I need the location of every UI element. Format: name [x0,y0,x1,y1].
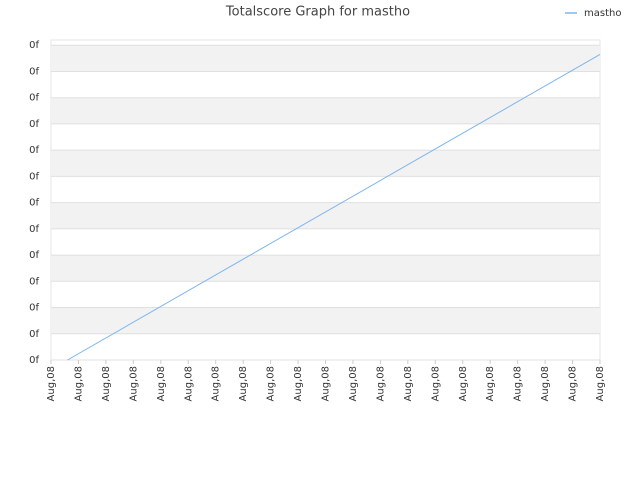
grid-band [51,255,600,282]
y-tick-label: 0f [29,145,39,156]
y-tick-label: 0f [29,250,39,261]
y-tick-label: 0f [29,329,39,340]
x-tick-label: Aug,08 [156,366,167,401]
x-tick-label: Aug,08 [375,366,386,401]
y-tick-label: 0f [29,303,39,314]
x-tick-label: Aug,08 [46,366,57,401]
x-tick-label: Aug,08 [266,366,277,401]
y-tick-label: 0f [29,224,39,235]
y-tick-label: 0f [29,119,39,130]
x-tick-label: Aug,08 [595,366,606,401]
grid-band [51,150,600,177]
x-tick-label: Aug,08 [403,366,414,401]
x-tick-label: Aug,08 [73,366,84,401]
x-tick-label: Aug,08 [513,366,524,401]
y-tick-label: 0f [29,355,39,366]
grid-band [51,45,600,72]
y-tick-label: 0f [29,93,39,104]
chart-title: Totalscore Graph for mastho [225,5,410,20]
x-tick-label: Aug,08 [540,366,551,401]
x-tick-label: Aug,08 [101,366,112,401]
y-tick-label: 0f [29,276,39,287]
grid-band [51,202,600,229]
x-tick-label: Aug,08 [485,366,496,401]
x-tick-label: Aug,08 [568,366,579,401]
series-line [67,53,601,361]
x-tick-label: Aug,08 [183,366,194,401]
y-tick-label: 0f [29,171,39,182]
x-tick-label: Aug,08 [430,366,441,401]
x-tick-label: Aug,08 [211,366,222,401]
plot-background [50,39,601,361]
x-tick-label: Aug,08 [128,366,139,401]
grid-band [51,307,600,334]
y-tick-label: 0f [29,40,39,51]
legend-label: mastho [584,8,621,19]
x-tick-label: Aug,08 [348,366,359,401]
x-tick-label: Aug,08 [321,366,332,401]
x-tick-label: Aug,08 [293,366,304,401]
x-tick-label: Aug,08 [238,366,249,401]
y-tick-label: 0f [29,198,39,209]
grid-band [51,97,600,124]
y-tick-label: 0f [29,66,39,77]
x-tick-label: Aug,08 [458,366,469,401]
